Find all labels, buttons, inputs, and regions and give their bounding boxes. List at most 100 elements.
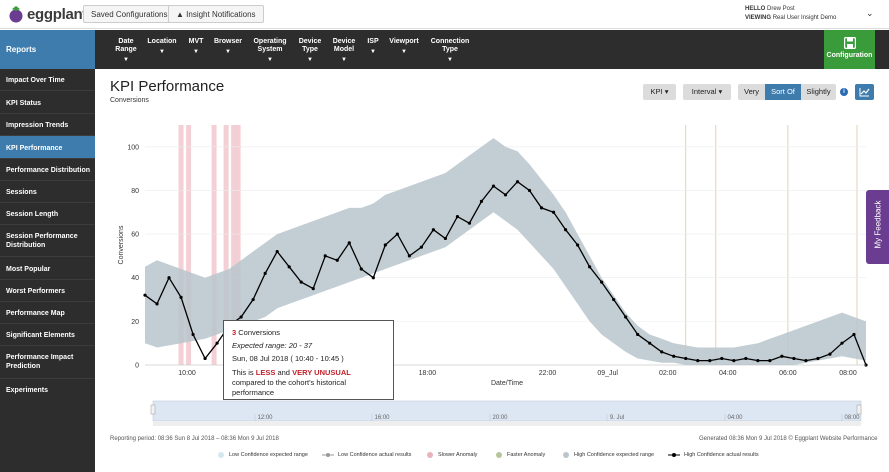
- interval-dropdown[interactable]: Interval ▾: [683, 84, 731, 100]
- sidebar-item-most-popular[interactable]: Most Popular: [0, 257, 95, 280]
- info-icon[interactable]: i: [840, 88, 848, 96]
- chart-toggle-button[interactable]: [855, 84, 874, 100]
- data-point[interactable]: [551, 210, 556, 214]
- data-point[interactable]: [275, 249, 279, 254]
- data-point[interactable]: [780, 354, 784, 358]
- data-point[interactable]: [840, 341, 844, 345]
- legend-faster-anomaly[interactable]: Faster Anomaly: [496, 452, 545, 458]
- sidebar-item-sessions[interactable]: Sessions: [0, 181, 95, 203]
- data-point[interactable]: [792, 356, 796, 361]
- range-navigator[interactable]: [152, 400, 862, 422]
- data-point[interactable]: [744, 356, 748, 361]
- data-point[interactable]: [443, 236, 448, 241]
- data-point[interactable]: [864, 363, 868, 367]
- nav-location[interactable]: Location ▼: [147, 38, 177, 55]
- data-point[interactable]: [431, 228, 435, 232]
- data-point[interactable]: [852, 332, 856, 337]
- data-point[interactable]: [491, 184, 496, 188]
- sidebar-item-performance-impact-prediction[interactable]: Performance Impact Prediction: [0, 346, 95, 379]
- data-point[interactable]: [143, 293, 147, 297]
- data-point[interactable]: [239, 315, 243, 319]
- sensitivity-very-button[interactable]: Very: [738, 84, 765, 100]
- configuration-button[interactable]: Configuration: [824, 30, 875, 69]
- legend-slower-anomaly[interactable]: Slower Anomaly: [427, 452, 477, 458]
- navigator-left-handle[interactable]: [150, 404, 156, 415]
- data-point[interactable]: [804, 359, 808, 363]
- chevron-down-icon[interactable]: ⌄: [866, 8, 874, 18]
- data-point[interactable]: [720, 356, 724, 361]
- data-point[interactable]: [407, 254, 411, 258]
- nav-isp[interactable]: ISP ▼: [364, 38, 382, 56]
- logo[interactable]: eggplant: [8, 5, 87, 23]
- sidebar-item-impression-trends[interactable]: Impression Trends: [0, 114, 95, 136]
- data-point[interactable]: [708, 359, 712, 363]
- data-point[interactable]: [395, 232, 399, 236]
- legend-low-confidence-range[interactable]: Low Confidence expected range: [218, 452, 308, 458]
- nav-date-range[interactable]: Date Range ▼: [112, 38, 140, 64]
- reports-tab[interactable]: Reports: [0, 30, 95, 69]
- data-point[interactable]: [503, 193, 508, 197]
- insight-notifications-button[interactable]: ▲ Insight Notifications: [168, 5, 264, 23]
- sidebar-item-session-performance-distribution[interactable]: Session Performance Distribution: [0, 225, 95, 257]
- data-point[interactable]: [455, 215, 460, 219]
- data-point[interactable]: [299, 280, 303, 284]
- data-point[interactable]: [684, 356, 688, 361]
- data-point[interactable]: [323, 254, 327, 258]
- sidebar-item-kpi-status[interactable]: KPI Status: [0, 91, 95, 114]
- data-point[interactable]: [588, 265, 592, 269]
- kpi-dropdown[interactable]: KPI ▾: [643, 84, 676, 100]
- nav-mvt[interactable]: MVT ▼: [185, 38, 207, 56]
- data-point[interactable]: [371, 276, 375, 280]
- saved-configurations-button[interactable]: Saved Configurations: [83, 5, 176, 23]
- data-point[interactable]: [203, 356, 207, 361]
- navigator-right-handle[interactable]: [856, 404, 862, 415]
- data-point[interactable]: [335, 258, 339, 262]
- data-point[interactable]: [612, 297, 616, 302]
- data-point[interactable]: [263, 271, 267, 275]
- legend-low-confidence-results[interactable]: Low Confidence actual results: [322, 452, 411, 458]
- nav-operating-system[interactable]: Operating System ▼: [251, 38, 289, 64]
- navigator-scrollbar[interactable]: [153, 421, 861, 426]
- data-point[interactable]: [527, 188, 532, 193]
- my-feedback-tab[interactable]: My Feedback: [866, 190, 889, 264]
- data-point[interactable]: [576, 243, 580, 247]
- legend-high-confidence-results[interactable]: High Confidence actual results: [668, 452, 759, 458]
- data-point[interactable]: [383, 243, 387, 247]
- data-point[interactable]: [563, 228, 568, 232]
- data-point[interactable]: [179, 295, 183, 299]
- user-info[interactable]: HELLO Drew Post VIEWING Real User Insigh…: [745, 5, 836, 23]
- nav-device-model[interactable]: Device Model ▼: [332, 38, 356, 63]
- data-point[interactable]: [155, 302, 159, 306]
- data-point[interactable]: [672, 354, 676, 358]
- sidebar-item-impact-over-time[interactable]: Impact Over Time: [0, 69, 95, 91]
- sidebar-item-experiments[interactable]: Experiments: [6, 387, 49, 394]
- nav-connection-type[interactable]: Connection Type ▼: [428, 38, 472, 64]
- data-point[interactable]: [419, 245, 423, 249]
- data-point[interactable]: [311, 287, 315, 291]
- data-point[interactable]: [359, 267, 363, 271]
- nav-device-type[interactable]: Device Type ▼: [296, 38, 324, 64]
- data-point[interactable]: [251, 297, 255, 302]
- data-point[interactable]: [191, 332, 195, 337]
- data-point[interactable]: [828, 352, 832, 356]
- sensitivity-sort-of-button[interactable]: Sort Of: [765, 84, 801, 100]
- data-point[interactable]: [696, 359, 700, 363]
- data-point[interactable]: [287, 265, 291, 269]
- nav-viewport[interactable]: Viewport ▼: [387, 38, 421, 56]
- data-point[interactable]: [768, 359, 772, 363]
- data-point[interactable]: [624, 315, 628, 319]
- data-point[interactable]: [467, 221, 472, 225]
- sensitivity-slightly-button[interactable]: Slightly: [801, 84, 836, 100]
- data-point[interactable]: [600, 280, 604, 284]
- data-point[interactable]: [347, 241, 351, 245]
- data-point[interactable]: [539, 206, 544, 210]
- data-point[interactable]: [648, 341, 652, 345]
- data-point[interactable]: [660, 350, 664, 354]
- data-point[interactable]: [167, 276, 171, 280]
- sidebar-item-performance-distribution[interactable]: Performance Distribution: [0, 159, 95, 181]
- data-point[interactable]: [636, 332, 640, 337]
- sidebar-item-worst-performers[interactable]: Worst Performers: [0, 280, 95, 302]
- legend-high-confidence-range[interactable]: High Confidence expected range: [563, 452, 654, 458]
- nav-browser[interactable]: Browser ▼: [213, 38, 242, 55]
